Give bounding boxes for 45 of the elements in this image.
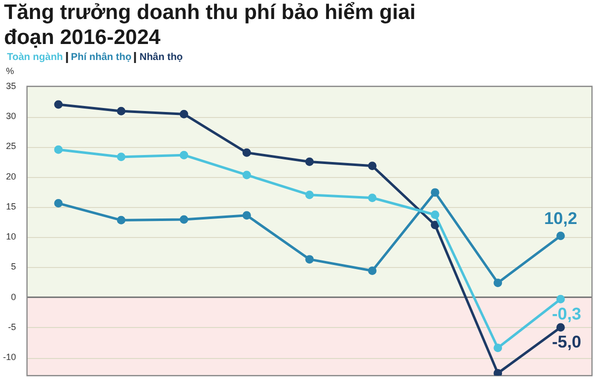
text: Nhân thọ [134, 52, 186, 63]
point [430, 220, 440, 230]
point [430, 188, 440, 197]
y-tick-label: 35 [6, 80, 16, 91]
point [116, 152, 126, 162]
y-tick-label: -5 [8, 322, 16, 332]
y-tick-label: 10 [6, 232, 16, 242]
point [430, 210, 440, 219]
point [54, 199, 63, 208]
point [116, 106, 126, 116]
point [556, 294, 565, 304]
point [494, 368, 502, 376]
point [556, 323, 565, 332]
point [305, 190, 314, 200]
y-tick-label: 0 [10, 292, 16, 302]
data-label: -5,0 [552, 332, 582, 352]
point [242, 170, 251, 180]
point [116, 216, 126, 224]
y-tick-label: 30 [6, 111, 16, 122]
point [368, 266, 377, 276]
y-tick-label: 20 [6, 171, 16, 182]
point [305, 157, 314, 166]
y-axis-title: % [6, 66, 14, 76]
point [54, 145, 63, 154]
point [494, 278, 502, 288]
point [242, 211, 251, 220]
point [180, 150, 188, 160]
y-tick-label: 15 [6, 201, 16, 212]
point [305, 255, 314, 264]
point [368, 162, 377, 170]
point [54, 100, 63, 109]
data-label: -0,3 [552, 304, 582, 324]
chart-title: Tăng trưởng doanh thu phí bảo hiểm giai đoạn 2016-2024 [4, 0, 417, 50]
y-tick-label: 5 [10, 262, 16, 272]
point [556, 232, 565, 240]
y-tick-label: -10 [2, 352, 16, 362]
text: Toàn ngành [6, 52, 64, 63]
point [180, 110, 188, 118]
y-tick-label: 25 [6, 141, 16, 152]
text: Phí nhân thọ [66, 52, 134, 63]
point [242, 148, 251, 157]
point [368, 194, 377, 202]
point [180, 215, 188, 224]
data-label: 10,2 [544, 209, 578, 228]
point [494, 344, 502, 352]
